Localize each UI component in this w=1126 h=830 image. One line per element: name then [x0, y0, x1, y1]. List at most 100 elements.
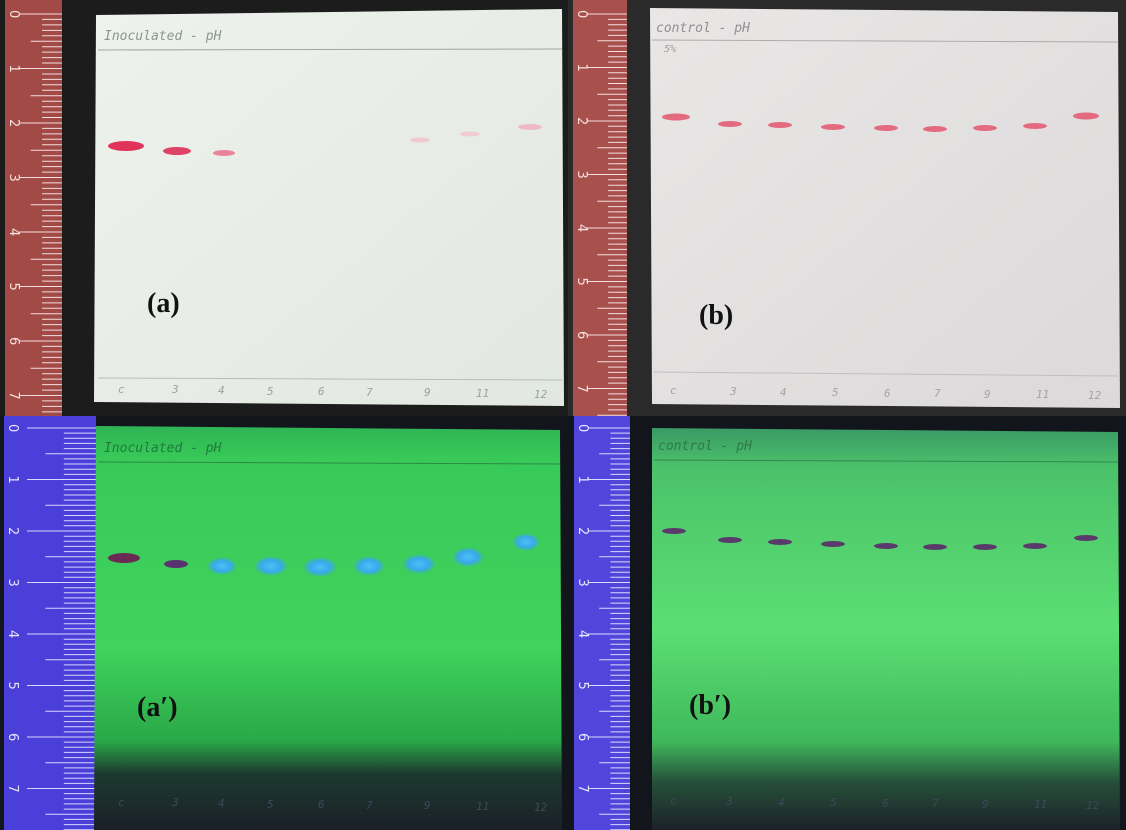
ruler-numbers: 0 1 2 3 4 5 6 7 [6, 10, 21, 400]
ruler-ticks [19, 13, 62, 413]
lane-mark: 11 [476, 800, 489, 813]
lane-mark: 12 [1086, 799, 1100, 812]
ruler-number: 7 [5, 785, 20, 793]
ruler [573, 0, 627, 416]
lane-mark: 5 [830, 796, 837, 809]
ruler-number: 1 [5, 476, 20, 484]
lane-mark: c [670, 794, 677, 807]
ruler-number: 4 [575, 630, 590, 638]
lane-mark: 7 [934, 387, 941, 400]
lane-mark: 11 [476, 387, 489, 400]
spots [108, 124, 542, 156]
ruler-number: 6 [575, 733, 590, 741]
lane-mark: 5 [832, 386, 839, 399]
panel-label: (a) [147, 288, 180, 319]
lane-mark: 6 [318, 385, 325, 398]
ruler-number: 4 [5, 630, 20, 638]
ruler-number: 3 [6, 174, 21, 182]
tlc-plate [94, 426, 562, 830]
spots [108, 533, 540, 577]
lane-mark: 5 [267, 798, 274, 811]
ruler-ticks [27, 427, 96, 830]
ruler-number: 4 [6, 228, 21, 236]
spots [662, 112, 1099, 132]
lane-mark: 4 [778, 796, 785, 809]
panel-label: (a′) [137, 692, 178, 723]
lane-mark: 9 [984, 388, 991, 401]
lane-mark: 12 [1088, 389, 1102, 402]
panel-label: (b′) [689, 690, 732, 721]
ruler-number: 7 [574, 385, 589, 393]
lane-mark: 3 [729, 385, 737, 398]
ruler [5, 0, 62, 416]
ruler-number: 5 [5, 682, 20, 690]
lane-mark: 9 [424, 799, 431, 812]
ruler-number: 1 [575, 476, 590, 484]
tlc-plate [94, 9, 564, 406]
plate-title: control - pH [656, 21, 750, 36]
ruler-number: 5 [6, 283, 21, 291]
spots [662, 528, 1098, 550]
lane-mark: 7 [366, 386, 373, 399]
lane-mark: 12 [534, 388, 548, 401]
lane-mark: c [670, 384, 677, 397]
lane-marks: c 3 4 5 6 7 9 11 12 [118, 796, 548, 814]
tlc-plate [652, 428, 1120, 830]
ruler-number: 0 [574, 10, 589, 18]
lane-mark: 9 [982, 798, 989, 811]
lane-mark: 3 [171, 383, 179, 396]
lane-mark: 7 [366, 799, 373, 812]
plate-title: Inoculated - pH [104, 29, 222, 44]
tlc-plate [650, 8, 1120, 408]
lane-mark: 6 [884, 387, 891, 400]
ruler-number: 7 [6, 392, 21, 400]
ruler-number: 2 [575, 527, 590, 535]
lane-mark: 11 [1034, 798, 1047, 811]
ruler-ticks [586, 13, 627, 416]
ruler-number: 2 [574, 117, 589, 125]
panel-label: (b) [699, 300, 734, 331]
ruler-number: 7 [575, 785, 590, 793]
lane-mark: c [118, 796, 125, 809]
ruler-number: 0 [575, 424, 590, 432]
lane-marks: c 3 4 5 6 7 9 11 12 [670, 384, 1102, 402]
lane-mark: 12 [534, 801, 548, 814]
lane-mark: 11 [1036, 388, 1049, 401]
ruler-number: 2 [6, 119, 21, 127]
lane-marks: c 3 4 5 6 7 9 11 12 [118, 383, 548, 401]
ruler-number: 3 [574, 171, 589, 179]
lane-mark: 3 [725, 795, 733, 808]
ruler-number: 3 [5, 579, 20, 587]
lane-marks: c 3 4 5 6 7 9 11 12 [670, 794, 1100, 812]
ruler-number: 5 [574, 278, 589, 286]
ruler-numbers: 0 1 2 3 4 5 6 7 [574, 10, 589, 393]
lane-mark: 4 [218, 797, 225, 810]
ruler-number: 2 [5, 527, 20, 535]
plate-title: control - pH [658, 439, 752, 454]
ruler-numbers: 0 1 2 3 4 5 6 7 [575, 424, 590, 793]
ruler-ticks [588, 427, 630, 830]
plate-note: 5% [664, 44, 676, 55]
ruler-number: 6 [6, 337, 21, 345]
ruler-number: 3 [575, 579, 590, 587]
lane-mark: 6 [318, 798, 325, 811]
ruler-numbers: 0 1 2 3 4 5 6 7 [5, 424, 20, 793]
ruler-number: 4 [574, 224, 589, 232]
ruler-number: 5 [575, 682, 590, 690]
lane-mark: 6 [882, 797, 889, 810]
ruler-number: 0 [6, 10, 21, 18]
lane-mark: 4 [218, 384, 225, 397]
lane-mark: 3 [171, 796, 179, 809]
ruler-number: 0 [5, 424, 20, 432]
ruler-number: 6 [5, 733, 20, 741]
lane-mark: 9 [424, 386, 431, 399]
ruler-number: 6 [574, 331, 589, 339]
